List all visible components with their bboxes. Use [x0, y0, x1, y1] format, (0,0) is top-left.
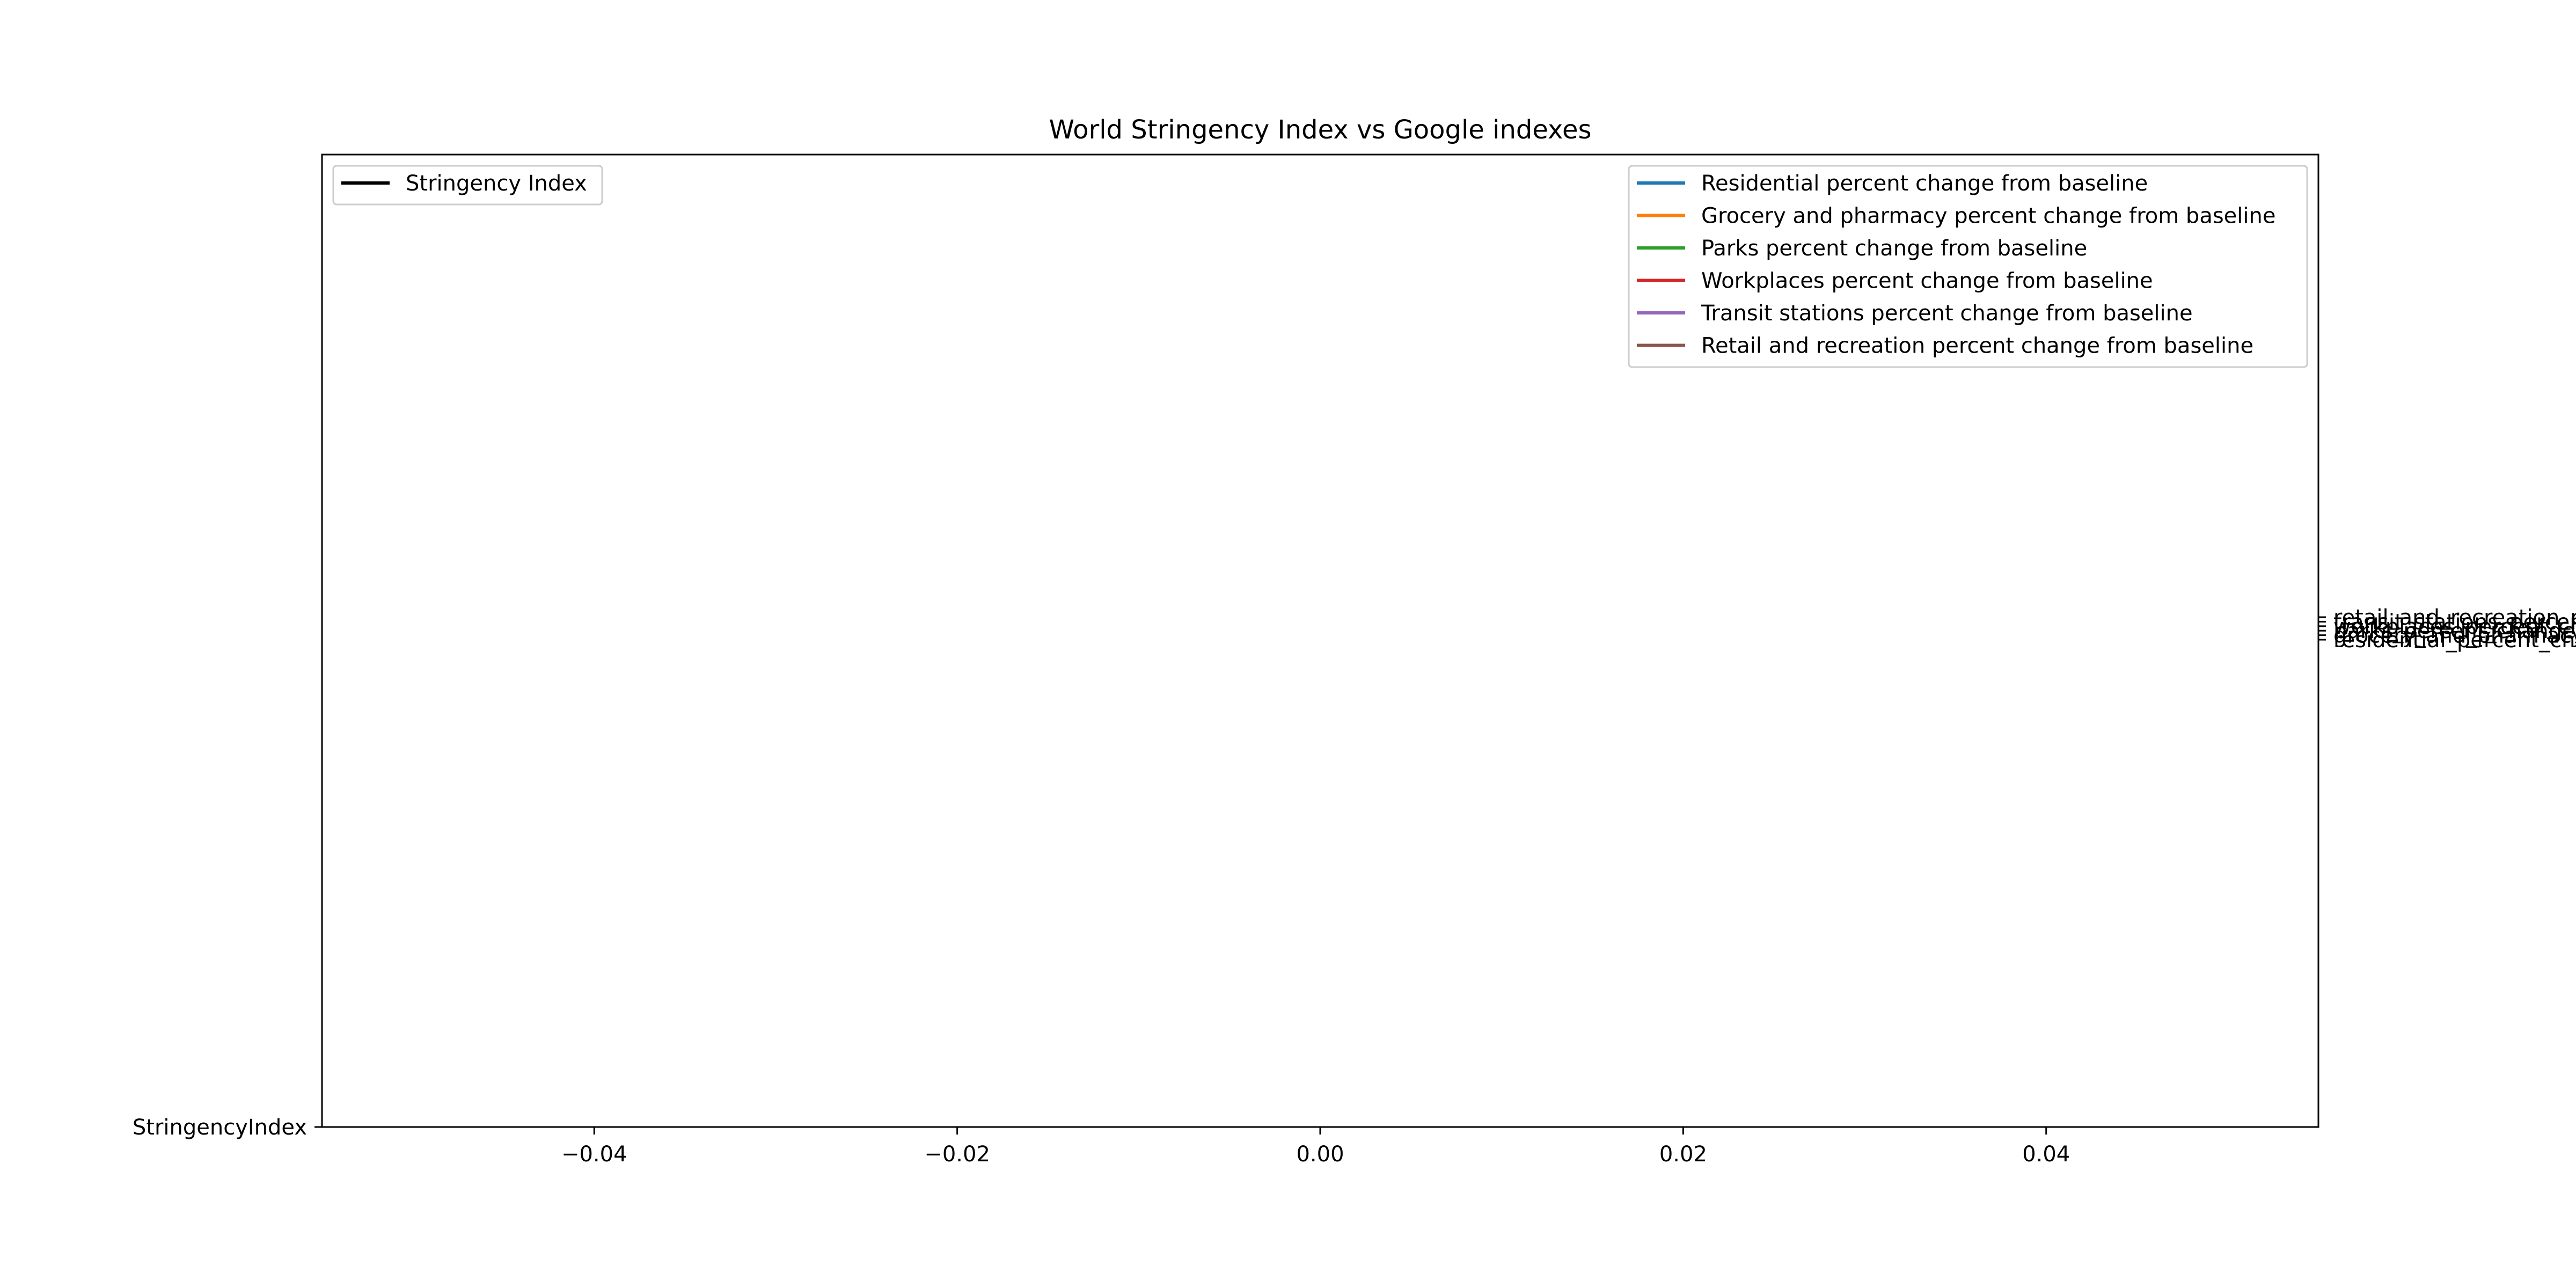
x-tick-label: 0.04 [2022, 1142, 2070, 1167]
x-tick-label: −0.04 [561, 1142, 627, 1167]
legend-left: Stringency Index [332, 165, 603, 206]
legend-label: Parks percent change from baseline [1701, 236, 2087, 261]
right-tick-label: grocery_and_pharmacy_percent_change_from… [2333, 624, 2576, 648]
left-y-axis: StringencyIndex [133, 1115, 322, 1140]
legend-label: Residential percent change from baseline [1701, 171, 2148, 196]
x-axis: −0.04 −0.02 0.00 0.02 0.04 [561, 1127, 2070, 1167]
right-tick-label: parks_percent_change_from_baseline [2333, 619, 2576, 643]
right-y-axis: retail_and_recreation_percent_change_fro… [2318, 605, 2576, 653]
legend-right: Residential percent change from baseline… [1628, 165, 2308, 368]
x-tick-label: 0.02 [1659, 1142, 1707, 1167]
legend-label: Stringency Index [406, 171, 587, 196]
x-tick-label: −0.02 [924, 1142, 990, 1167]
right-tick-label: workplaces_percent_change_from_baseline [2333, 614, 2576, 639]
legend-label: Transit stations percent change from bas… [1701, 301, 2193, 326]
legend-right-frame [1628, 165, 2308, 368]
chart-title: World Stringency Index vs Google indexes [1049, 115, 1591, 145]
left-tick-label: StringencyIndex [133, 1115, 307, 1140]
right-tick-label: transit_stations_percent_change_from_bas… [2333, 610, 2576, 634]
right-tick-label: residential_percent_change_from_baseline [2333, 628, 2576, 653]
x-tick-label: 0.00 [1296, 1142, 1344, 1167]
legend-label: Retail and recreation percent change fro… [1701, 334, 2253, 358]
right-tick-label: retail_and_recreation_percent_change_fro… [2333, 605, 2576, 630]
legend-label: Grocery and pharmacy percent change from… [1701, 204, 2275, 229]
legend-left-frame [332, 165, 603, 206]
legend-label: Workplaces percent change from baseline [1701, 269, 2153, 294]
